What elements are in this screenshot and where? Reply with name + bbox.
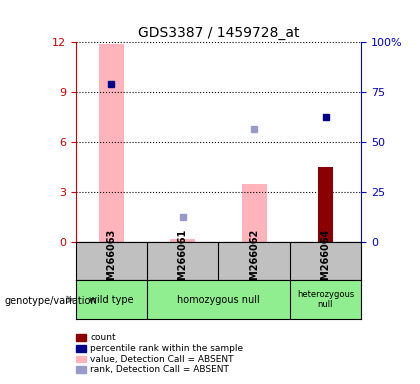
Text: GSM266062: GSM266062	[249, 228, 259, 294]
Text: heterozygous
null: heterozygous null	[297, 290, 354, 309]
Text: wild type: wild type	[89, 295, 134, 305]
Bar	[99, 44, 124, 242]
Text: count: count	[90, 333, 116, 342]
Text: GSM266064: GSM266064	[320, 228, 331, 294]
Bar	[170, 240, 195, 242]
Bar	[241, 184, 267, 242]
Text: genotype/variation: genotype/variation	[4, 296, 97, 306]
Text: value, Detection Call = ABSENT: value, Detection Call = ABSENT	[90, 354, 234, 364]
Title: GDS3387 / 1459728_at: GDS3387 / 1459728_at	[138, 26, 299, 40]
Text: percentile rank within the sample: percentile rank within the sample	[90, 344, 244, 353]
Bar	[318, 167, 333, 242]
Text: rank, Detection Call = ABSENT: rank, Detection Call = ABSENT	[90, 365, 229, 374]
Text: GSM266063: GSM266063	[106, 228, 116, 294]
Text: homozygous null: homozygous null	[177, 295, 260, 305]
Text: GSM266061: GSM266061	[178, 228, 188, 294]
